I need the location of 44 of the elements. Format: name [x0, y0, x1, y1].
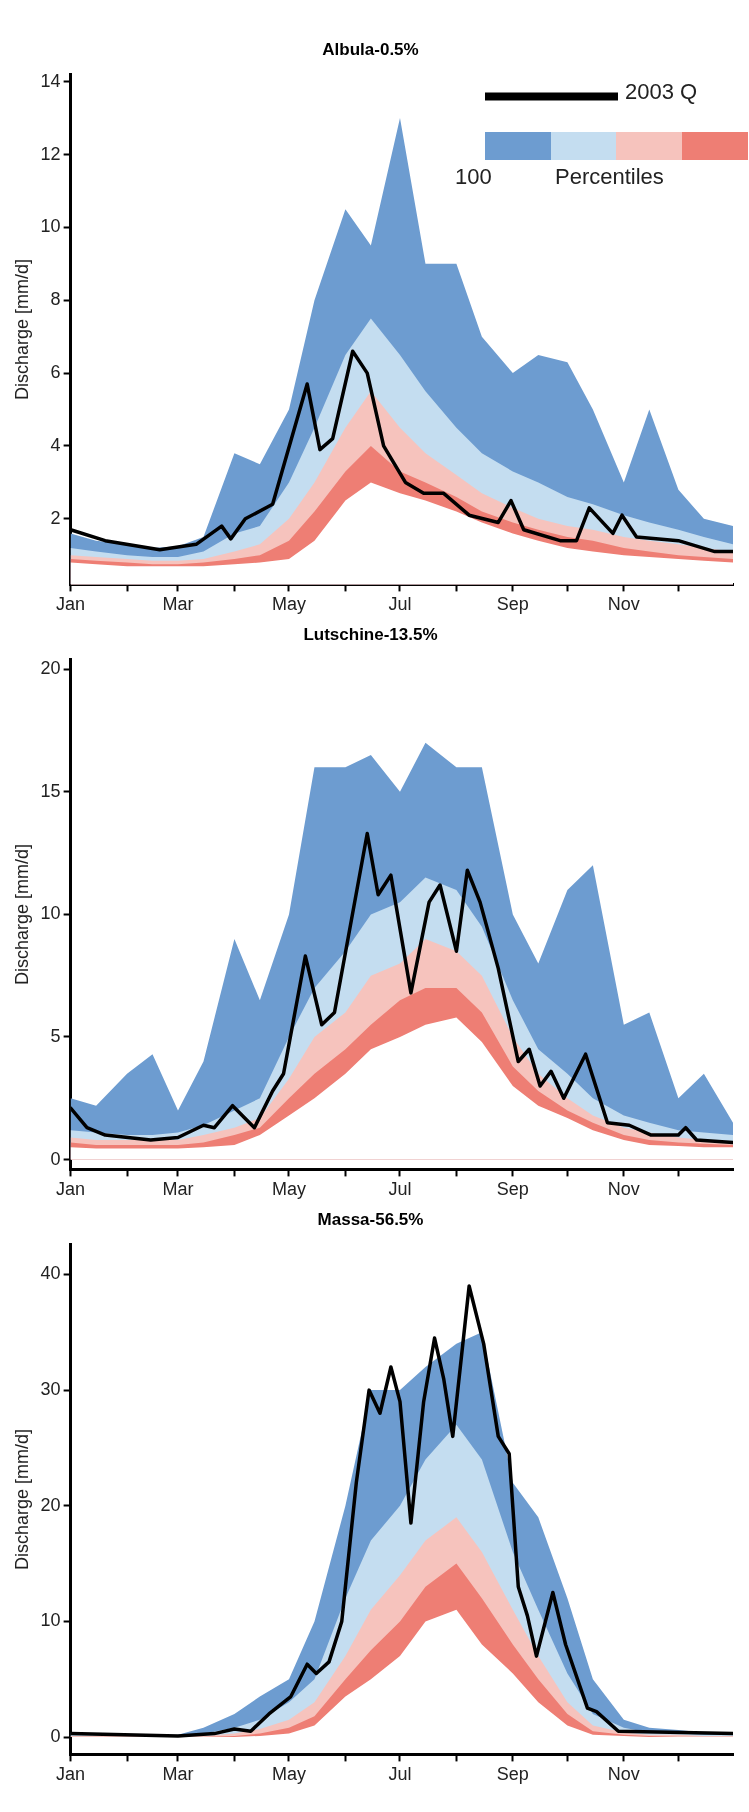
x-tick-label: Mar — [162, 1179, 194, 1200]
text: 2003 Q — [625, 79, 698, 105]
y-tick-label: 14 — [40, 70, 61, 91]
x-tick-label: Nov — [607, 1764, 640, 1785]
y-tick-label: 2 — [50, 507, 61, 528]
y-tick-label: 8 — [50, 289, 61, 310]
y-tick-label: 0 — [50, 1726, 61, 1747]
x-tick-label: Sep — [496, 594, 529, 615]
x-tick-label: Sep — [496, 1764, 529, 1785]
color-bar-title: Percentiles — [555, 164, 664, 190]
y-tick-label: 10 — [40, 216, 61, 237]
x-tick-label: May — [271, 1179, 306, 1200]
y-tick-label: 4 — [50, 434, 61, 455]
y-tick-label: 40 — [40, 1263, 61, 1284]
chart-title: Lutschine-13.5% — [303, 624, 438, 644]
x-tick-label: Nov — [607, 594, 640, 615]
annotation: 100 — [455, 164, 492, 190]
chart-title: Massa-56.5% — [317, 1209, 424, 1229]
x-tick-label: Jul — [388, 1764, 412, 1785]
x-tick-label: May — [271, 1764, 306, 1785]
x-tick-label: Nov — [607, 1179, 640, 1200]
x-tick-label: Jan — [56, 1764, 86, 1785]
y-tick-label: 6 — [50, 362, 61, 383]
y-tick-label: 20 — [40, 1494, 61, 1515]
x-tick-label: Jan — [56, 594, 86, 615]
y-axis-title: Discharge [mm/d] — [11, 258, 32, 400]
y-axis-title: Discharge [mm/d] — [11, 843, 32, 985]
x-tick-label: Jan — [56, 1179, 86, 1200]
y-tick-label: 10 — [40, 1610, 61, 1631]
y-tick-label: 10 — [40, 903, 61, 924]
y-axis-title: Discharge [mm/d] — [11, 1428, 32, 1570]
x-tick-label: Jul — [388, 594, 412, 615]
x-tick-label: Mar — [162, 1764, 194, 1785]
y-tick-label: 0 — [50, 1148, 61, 1169]
x-tick-label: Mar — [162, 594, 194, 615]
y-tick-label: 5 — [50, 1025, 61, 1046]
x-tick-label: Jul — [388, 1179, 412, 1200]
y-tick-label: 30 — [40, 1379, 61, 1400]
chart-title: Albula-0.5% — [322, 39, 419, 59]
x-tick-label: Sep — [496, 1179, 529, 1200]
y-tick-label: 15 — [40, 780, 61, 801]
y-tick-label: 12 — [40, 143, 61, 164]
y-tick-label: 20 — [40, 658, 61, 679]
x-tick-label: May — [271, 594, 306, 615]
